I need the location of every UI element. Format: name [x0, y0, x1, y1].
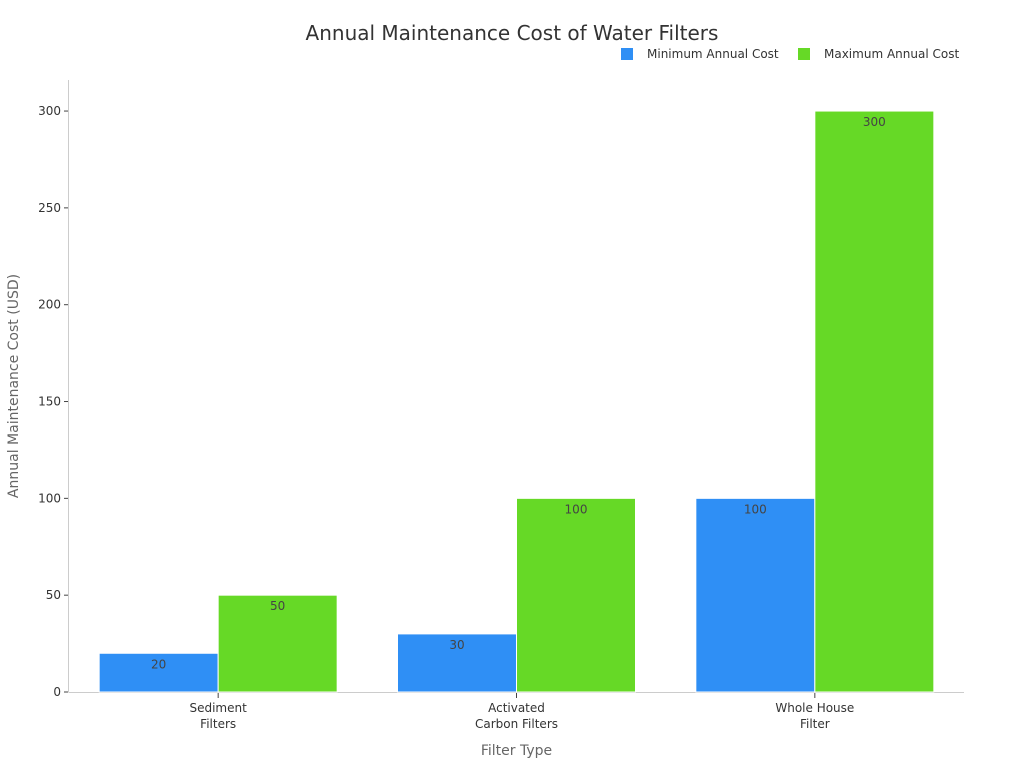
y-tick-label: 200	[38, 298, 61, 312]
data-label-minimum: 30	[449, 638, 464, 652]
y-tick-label: 150	[38, 395, 61, 409]
data-label-maximum: 50	[270, 599, 285, 613]
legend-swatch-maximum	[798, 48, 810, 60]
x-tick-label: Activated Carbon Filters	[475, 701, 558, 731]
y-tick-label: 250	[38, 201, 61, 215]
data-label-minimum: 100	[744, 502, 767, 516]
chart-title: Annual Maintenance Cost of Water Filters	[306, 21, 719, 45]
legend-label-maximum: Maximum Annual Cost	[824, 47, 959, 61]
data-label-maximum: 300	[863, 115, 886, 129]
y-tick-label: 300	[38, 104, 61, 118]
bar-minimum	[695, 497, 816, 693]
bar-maximum	[217, 594, 338, 693]
x-tick-label: Whole House Filter	[775, 701, 854, 731]
x-axis-title: Filter Type	[481, 743, 552, 759]
y-axis-title: Annual Maintenance Cost (USD)	[6, 274, 22, 498]
y-tick-label: 50	[46, 588, 61, 602]
y-tick-label: 0	[53, 685, 61, 699]
bar-minimum	[397, 633, 517, 693]
legend-label-minimum: Minimum Annual Cost	[647, 47, 779, 61]
legend-swatch-minimum	[621, 48, 633, 60]
y-tick-label: 100	[38, 491, 61, 505]
x-tick-label: Sediment Filters	[189, 701, 247, 731]
legend: Minimum Annual Cost Maximum Annual Cost	[621, 47, 959, 61]
data-label-minimum: 20	[151, 657, 166, 671]
bar-maximum	[814, 110, 935, 693]
plot-area: 0 50 100 150 200 250 300 Sediment Filters 20 50 Act…	[38, 80, 964, 731]
data-label-maximum: 100	[565, 502, 588, 516]
bar-maximum	[516, 497, 636, 693]
